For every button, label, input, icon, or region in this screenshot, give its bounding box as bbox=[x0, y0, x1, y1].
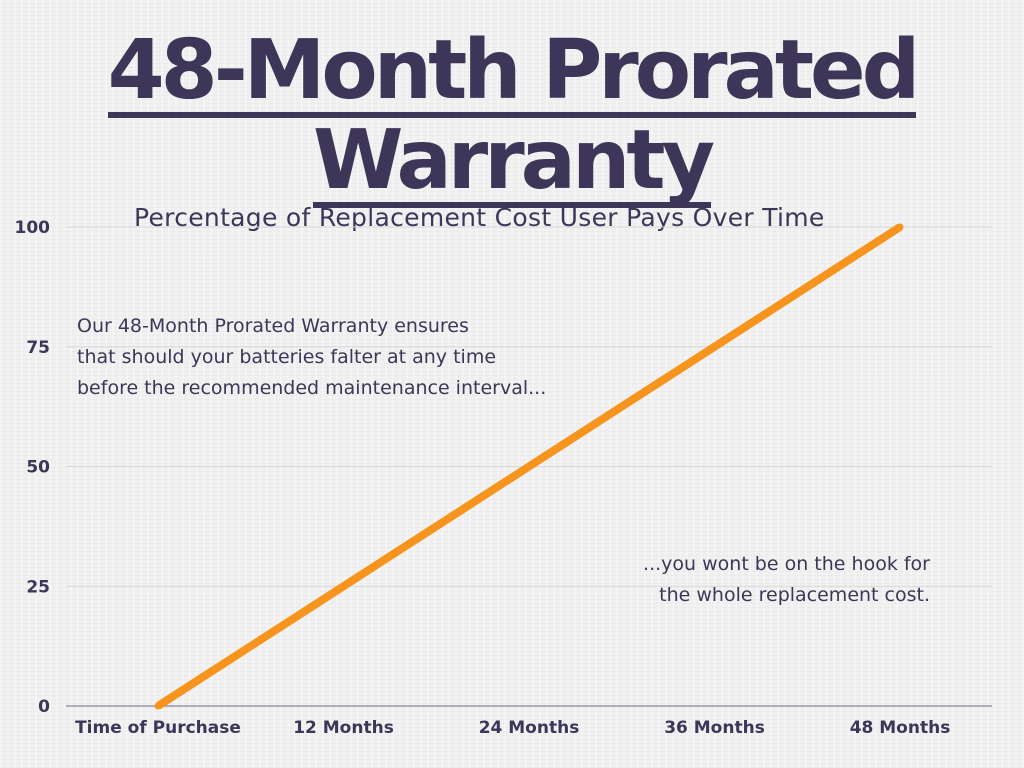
data-point bbox=[154, 702, 162, 710]
x-tick-label: 36 Months bbox=[664, 718, 765, 738]
y-tick-label: 75 bbox=[26, 338, 50, 358]
y-tick-label: 25 bbox=[26, 577, 50, 597]
y-tick-label: 0 bbox=[38, 697, 50, 717]
y-tick-label: 100 bbox=[15, 218, 51, 238]
data-point bbox=[896, 223, 904, 231]
annotation-line: before the recommended maintenance inter… bbox=[77, 377, 547, 399]
annotation-warranty-intro: Our 48-Month Prorated Warranty ensures t… bbox=[77, 311, 546, 404]
annotation-warranty-outro: ...you wont be on the hook for the whole… bbox=[560, 549, 930, 611]
x-tick-label: Time of Purchase bbox=[75, 718, 241, 738]
data-point bbox=[711, 343, 718, 351]
chart-title-line-2-text: Warranty bbox=[312, 113, 715, 208]
x-tick-label: 12 Months bbox=[293, 718, 394, 738]
annotation-line: that should your batteries falter at any… bbox=[77, 346, 497, 368]
chart-title-line-2: Warranty bbox=[0, 120, 1024, 208]
annotation-line: Our 48-Month Prorated Warranty ensures bbox=[77, 315, 469, 337]
chart-title-line-1: 48-Month Prorated bbox=[0, 30, 1024, 118]
annotation-line: the whole replacement cost. bbox=[659, 584, 930, 606]
x-tick-label: 24 Months bbox=[479, 718, 580, 738]
annotation-line: ...you wont be on the hook for bbox=[643, 553, 930, 575]
tick-labels: 0 25 50 75 100 Time of Purchase 12 Months 24 Mo… bbox=[15, 218, 951, 738]
series-line-layer bbox=[154, 223, 904, 710]
chart-title-line-1-text: 48-Month Prorated bbox=[107, 23, 920, 118]
data-point bbox=[525, 463, 533, 470]
gridlines bbox=[66, 226, 992, 587]
data-point bbox=[340, 582, 347, 590]
x-tick-label: 48 Months bbox=[850, 718, 951, 738]
y-tick-label: 50 bbox=[26, 458, 50, 478]
